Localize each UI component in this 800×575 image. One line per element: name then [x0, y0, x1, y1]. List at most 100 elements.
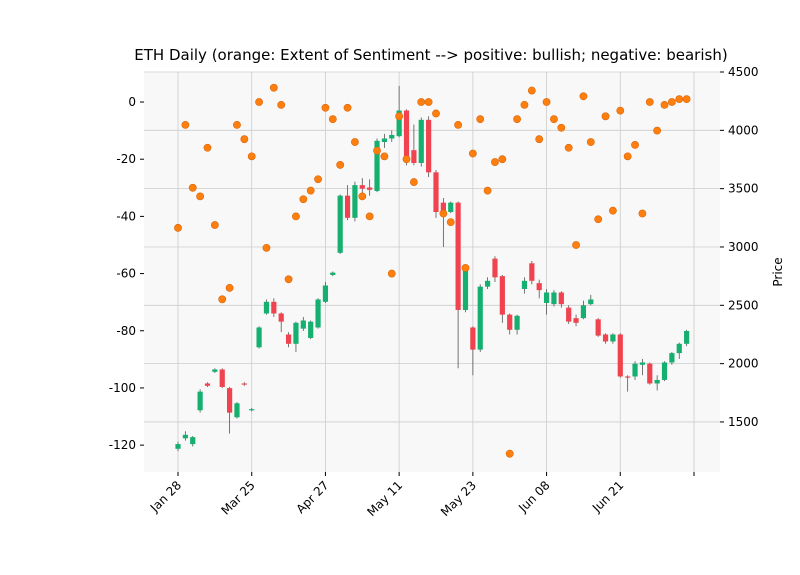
sentiment-point: [174, 223, 182, 232]
sentiment-point: [638, 209, 647, 218]
sentiment-point: [196, 192, 205, 201]
sentiment-point: [210, 221, 219, 229]
candle-body: [433, 172, 439, 212]
y2-tick-label: 3500: [728, 182, 759, 196]
sentiment-point: [402, 155, 411, 164]
sentiment-point: [601, 112, 610, 121]
candle-body: [455, 202, 461, 310]
candle-body: [654, 379, 660, 384]
candle-body: [521, 280, 528, 289]
sentiment-point: [373, 146, 381, 155]
sentiment-point: [594, 215, 603, 224]
sentiment-point: [203, 143, 212, 152]
candle-body: [367, 187, 373, 190]
candle-body: [337, 195, 343, 253]
sentiment-point: [395, 112, 404, 121]
candle-body: [344, 195, 351, 218]
candle-body: [551, 292, 557, 305]
candle-body: [558, 292, 564, 305]
sentiment-point: [491, 158, 499, 166]
sentiment-point: [505, 449, 514, 458]
candle-body: [639, 362, 645, 365]
y-tick-label: -60: [116, 267, 136, 281]
candle-body: [661, 362, 668, 380]
sentiment-point: [564, 143, 573, 152]
sentiment-point: [461, 263, 470, 272]
candle-body: [300, 320, 306, 329]
candle-body: [573, 318, 579, 323]
candle-body: [566, 307, 572, 322]
candle-body: [536, 283, 542, 291]
candle-body: [308, 321, 314, 338]
candle-body: [676, 343, 682, 354]
candle-body: [426, 119, 432, 173]
sentiment-point: [424, 98, 433, 106]
sentiment-point: [365, 212, 374, 221]
candle-body: [197, 391, 203, 411]
sentiment-point: [653, 126, 662, 135]
y2-tick-label: 4500: [728, 65, 759, 79]
candle-body: [293, 322, 299, 344]
sentiment-point: [336, 161, 345, 169]
sentiment-point: [269, 83, 278, 92]
sentiment-point: [188, 183, 197, 192]
chart-title: ETH Daily (orange: Extent of Sentiment -…: [134, 46, 727, 64]
x-tick-label: Jan 28: [147, 478, 184, 515]
candle-body: [256, 327, 262, 348]
x-tick-label: Apr 27: [293, 478, 331, 516]
sentiment-point: [476, 115, 485, 124]
sentiment-point: [387, 269, 396, 278]
candle-body: [212, 369, 218, 372]
candle-body: [278, 313, 284, 322]
y2-tick-label: 3000: [728, 240, 759, 254]
candle-body: [389, 134, 395, 139]
candle-body: [448, 202, 454, 212]
sentiment-point: [446, 218, 455, 227]
sentiment-point: [284, 275, 293, 284]
sentiment-point: [586, 138, 595, 146]
plot-area: [144, 72, 720, 472]
sentiment-point: [262, 243, 271, 252]
sentiment-point: [432, 109, 440, 118]
candle-body: [271, 301, 277, 314]
x-tick-label: Mar 25: [218, 478, 257, 517]
sentiment-point: [527, 86, 536, 95]
candle-body: [529, 263, 535, 281]
candle-body: [330, 272, 336, 275]
candle-body: [499, 276, 505, 315]
candle-body: [396, 110, 402, 137]
candle-body: [595, 319, 601, 336]
sentiment-point: [675, 95, 684, 104]
sentiment-point: [623, 152, 632, 161]
candle-body: [249, 409, 255, 411]
sentiment-point: [520, 100, 529, 109]
candle-body: [610, 334, 616, 342]
candle-body: [492, 258, 498, 278]
sentiment-point: [292, 212, 300, 221]
sentiment-point: [351, 138, 359, 146]
candle-body: [359, 185, 365, 189]
candle-body: [204, 383, 211, 386]
y2-tick-label: 1500: [728, 415, 759, 429]
sentiment-point: [468, 149, 477, 158]
candle-body: [543, 292, 550, 303]
sentiment-point: [535, 135, 544, 144]
sentiment-point: [225, 283, 234, 292]
candle-body: [477, 286, 483, 350]
candle-body: [352, 185, 358, 218]
sentiment-point: [277, 100, 286, 109]
candle-body: [507, 314, 513, 330]
candle-body: [514, 315, 520, 330]
sentiment-point: [240, 135, 249, 144]
sentiment-point: [358, 192, 367, 201]
sentiment-point: [218, 295, 227, 304]
sentiment-point: [233, 120, 241, 129]
y-tick-label: -80: [116, 324, 136, 338]
candle-body: [669, 353, 675, 363]
candle-body: [315, 299, 321, 328]
y2-axis-label: Price: [771, 257, 785, 286]
candle-body: [285, 334, 292, 344]
sentiment-point: [181, 120, 190, 129]
candle-body: [219, 369, 225, 387]
